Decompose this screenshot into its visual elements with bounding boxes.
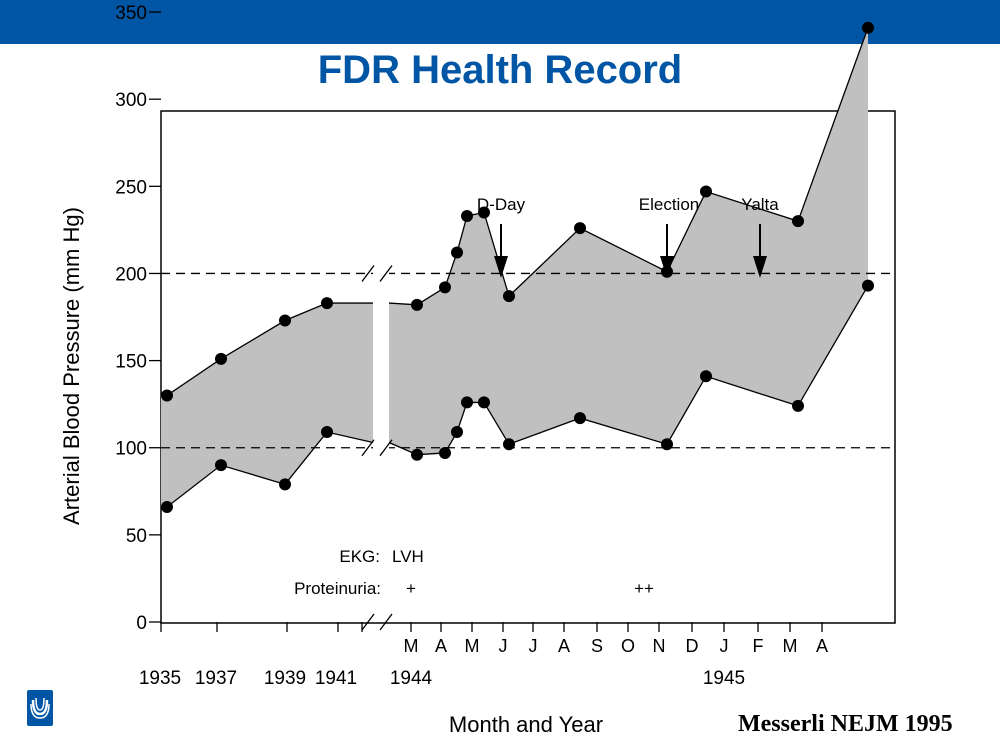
diastolic-point (792, 399, 804, 412)
axis-break-slash (379, 265, 393, 282)
systolic-point (503, 290, 515, 303)
x-tick-label: M (404, 636, 419, 656)
axis-break-gap (373, 112, 389, 622)
systolic-point (321, 297, 333, 310)
year-label-1937: 1937 (195, 668, 237, 689)
election-arrow-head (660, 256, 674, 278)
slide-title: FDR Health Record (317, 48, 683, 92)
systolic-point (161, 389, 173, 402)
systolic-point (478, 206, 490, 219)
year-label-1935: 1935 (139, 668, 181, 689)
systolic-point (411, 298, 423, 311)
year-label-1939: 1939 (264, 668, 306, 689)
y-tick-label: 300 (115, 90, 147, 111)
diastolic-point (661, 438, 673, 451)
citation: Messerli NEJM 1995 (738, 711, 953, 737)
university-logo-icon (27, 690, 53, 726)
axis-break-slash (379, 613, 393, 631)
annotation-yalta: Yalta (741, 195, 779, 214)
x-tick-label: A (435, 636, 447, 656)
y-tick-label: 0 (136, 613, 147, 634)
diastolic-point (215, 459, 227, 472)
y-tick-label: 100 (115, 439, 147, 460)
axis-break-slash (361, 265, 375, 282)
x-tick-label: S (591, 636, 603, 656)
systolic-point (574, 222, 586, 235)
range-band-war (389, 27, 868, 455)
proteinuria-value-2: ++ (634, 579, 654, 598)
diastolic-point (503, 438, 515, 451)
x-tick-label: N (653, 636, 666, 656)
diastolic-point (700, 370, 712, 383)
x-tick-label: A (816, 636, 828, 656)
y-tick-label: 350 (115, 3, 147, 24)
year-label-1945: 1945 (703, 668, 745, 689)
diastolic-point (321, 426, 333, 439)
ekg-label: EKG: (339, 547, 380, 566)
proteinuria-label: Proteinuria: (294, 579, 381, 598)
y-tick-label: 250 (115, 177, 147, 198)
axis-break-slash (361, 439, 375, 457)
range-band-prewar (161, 303, 373, 507)
top-banner (0, 0, 1000, 44)
systolic-point (862, 21, 874, 34)
diastolic-point (161, 500, 173, 513)
axis-break-slash (379, 439, 393, 457)
yalta-arrow-head (753, 256, 767, 278)
y-tick-label: 150 (115, 352, 147, 373)
systolic-point (439, 281, 451, 294)
x-tick-label: M (783, 636, 798, 656)
diastolic-point (279, 478, 291, 491)
x-axis-label: Month and Year (449, 712, 603, 737)
systolic-point (792, 215, 804, 228)
x-tick-label: J (720, 636, 729, 656)
annotation-d-day: D-Day (477, 195, 526, 214)
diastolic-point (411, 448, 423, 461)
year-label-1941: 1941 (315, 668, 357, 689)
year-label-1944: 1944 (390, 668, 433, 689)
ekg-value: LVH (392, 547, 424, 566)
systolic-point (700, 185, 712, 198)
diastolic-point (862, 279, 874, 292)
d-day-arrow-head (494, 256, 508, 278)
x-tick-label: M (465, 636, 480, 656)
y-axis-label: Arterial Blood Pressure (mm Hg) (59, 207, 84, 525)
systolic-point (451, 246, 463, 259)
systolic-point (279, 314, 291, 327)
diastolic-point (461, 396, 473, 409)
x-tick-label: J (499, 636, 508, 656)
x-tick-label: F (753, 636, 764, 656)
y-tick-label: 200 (115, 264, 147, 285)
annotation-election: Election (639, 195, 699, 214)
diastolic-point (439, 446, 451, 459)
y-tick-label: 50 (126, 526, 147, 547)
axis-break-slash (361, 613, 375, 631)
diastolic-point (451, 426, 463, 439)
x-tick-label: A (558, 636, 570, 656)
systolic-point (215, 352, 227, 365)
x-tick-label: D (686, 636, 699, 656)
x-tick-label: O (621, 636, 635, 656)
x-tick-label: J (529, 636, 538, 656)
systolic-point (461, 209, 473, 222)
plot-frame (160, 110, 896, 624)
diastolic-point (478, 396, 490, 409)
diastolic-point (574, 412, 586, 425)
proteinuria-value: + (406, 579, 416, 598)
